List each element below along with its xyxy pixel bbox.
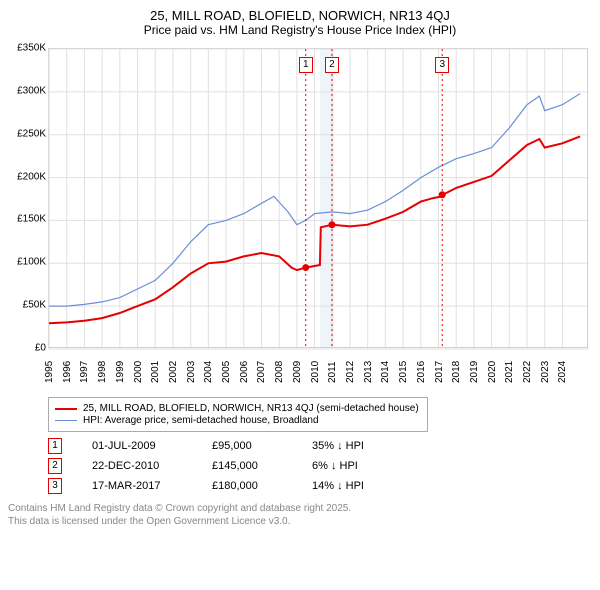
x-tick-label: 2018 — [451, 361, 462, 383]
y-tick-label: £150K — [8, 214, 46, 225]
y-tick-label: £200K — [8, 171, 46, 182]
x-tick-label: 2012 — [345, 361, 356, 383]
marker-badge: 3 — [435, 57, 449, 73]
y-tick-label: £300K — [8, 85, 46, 96]
x-tick-label: 2019 — [469, 361, 480, 383]
annotation-row: 1 01-JUL-2009£95,00035% ↓ HPI — [48, 438, 592, 454]
annotation-row: 3 17-MAR-2017£180,00014% ↓ HPI — [48, 478, 592, 494]
x-tick-label: 1996 — [62, 361, 73, 383]
annotation-date: 01-JUL-2009 — [92, 440, 212, 452]
chart-container: 25, MILL ROAD, BLOFIELD, NORWICH, NR13 4… — [0, 0, 600, 536]
footnote-line-1: Contains HM Land Registry data © Crown c… — [8, 502, 592, 515]
y-tick-label: £100K — [8, 257, 46, 268]
x-tick-label: 2020 — [487, 361, 498, 383]
annotation-price: £145,000 — [212, 460, 312, 472]
x-tick-label: 2011 — [327, 361, 338, 383]
x-tick-label: 2006 — [239, 361, 250, 383]
title-line-2: Price paid vs. HM Land Registry's House … — [8, 23, 592, 37]
x-tick-label: 2000 — [133, 361, 144, 383]
x-tick-label: 1999 — [115, 361, 126, 383]
annotation-pct: 6% ↓ HPI — [312, 460, 412, 472]
y-tick-label: £350K — [8, 43, 46, 54]
chart-area: £0 £50K £100K £150K £200K £250K £300K £350K 12 3… — [8, 43, 592, 393]
x-tick-label: 2007 — [256, 361, 267, 383]
x-tick-label: 1997 — [79, 361, 90, 383]
x-tick-label: 2014 — [380, 361, 391, 383]
x-tick-label: 2001 — [150, 361, 161, 383]
legend-label: 25, MILL ROAD, BLOFIELD, NORWICH, NR13 4… — [83, 403, 419, 414]
plot-area: 12 3 — [48, 48, 588, 348]
vertical-markers — [49, 49, 587, 347]
x-tick-label: 2009 — [292, 361, 303, 383]
x-tick-label: 2003 — [186, 361, 197, 383]
annotation-badge: 1 — [48, 438, 62, 454]
x-tick-label: 2016 — [416, 361, 427, 383]
x-tick-label: 2017 — [434, 361, 445, 383]
x-tick-label: 2008 — [274, 361, 285, 383]
footnote: Contains HM Land Registry data © Crown c… — [8, 502, 592, 528]
x-tick-label: 2005 — [221, 361, 232, 383]
annotation-badge: 3 — [48, 478, 62, 494]
annotation-badge: 2 — [48, 458, 62, 474]
legend-label: HPI: Average price, semi-detached house,… — [83, 415, 319, 426]
legend-item: HPI: Average price, semi-detached house,… — [55, 415, 421, 426]
annotation-row: 2 22-DEC-2010£145,0006% ↓ HPI — [48, 458, 592, 474]
marker-badge: 1 — [299, 57, 313, 73]
annotation-table: 1 01-JUL-2009£95,00035% ↓ HPI 2 22-DEC-2010… — [48, 438, 592, 494]
x-tick-label: 2022 — [522, 361, 533, 383]
x-tick-label: 1998 — [97, 361, 108, 383]
footnote-line-2: This data is licensed under the Open Gov… — [8, 515, 592, 528]
y-tick-label: £250K — [8, 128, 46, 139]
annotation-price: £180,000 — [212, 480, 312, 492]
legend-swatch — [55, 420, 77, 421]
legend: 25, MILL ROAD, BLOFIELD, NORWICH, NR13 4… — [48, 397, 428, 432]
x-tick-label: 1995 — [44, 361, 55, 383]
x-tick-label: 2024 — [557, 361, 568, 383]
annotation-price: £95,000 — [212, 440, 312, 452]
annotation-pct: 35% ↓ HPI — [312, 440, 412, 452]
x-tick-label: 2013 — [363, 361, 374, 383]
legend-swatch — [55, 408, 77, 410]
y-tick-label: £0 — [8, 343, 46, 354]
annotation-date: 17-MAR-2017 — [92, 480, 212, 492]
x-tick-label: 2004 — [203, 361, 214, 383]
annotation-pct: 14% ↓ HPI — [312, 480, 412, 492]
x-tick-label: 2015 — [398, 361, 409, 383]
title-block: 25, MILL ROAD, BLOFIELD, NORWICH, NR13 4… — [8, 8, 592, 37]
x-axis-ticks: 1995199619971998199920002001200220032004… — [48, 353, 588, 393]
x-tick-label: 2021 — [504, 361, 515, 383]
annotation-date: 22-DEC-2010 — [92, 460, 212, 472]
x-tick-label: 2002 — [168, 361, 179, 383]
legend-item: 25, MILL ROAD, BLOFIELD, NORWICH, NR13 4… — [55, 403, 421, 414]
x-tick-label: 2023 — [540, 361, 551, 383]
title-line-1: 25, MILL ROAD, BLOFIELD, NORWICH, NR13 4… — [8, 8, 592, 23]
x-tick-label: 2010 — [310, 361, 321, 383]
marker-badge: 2 — [325, 57, 339, 73]
y-tick-label: £50K — [8, 300, 46, 311]
